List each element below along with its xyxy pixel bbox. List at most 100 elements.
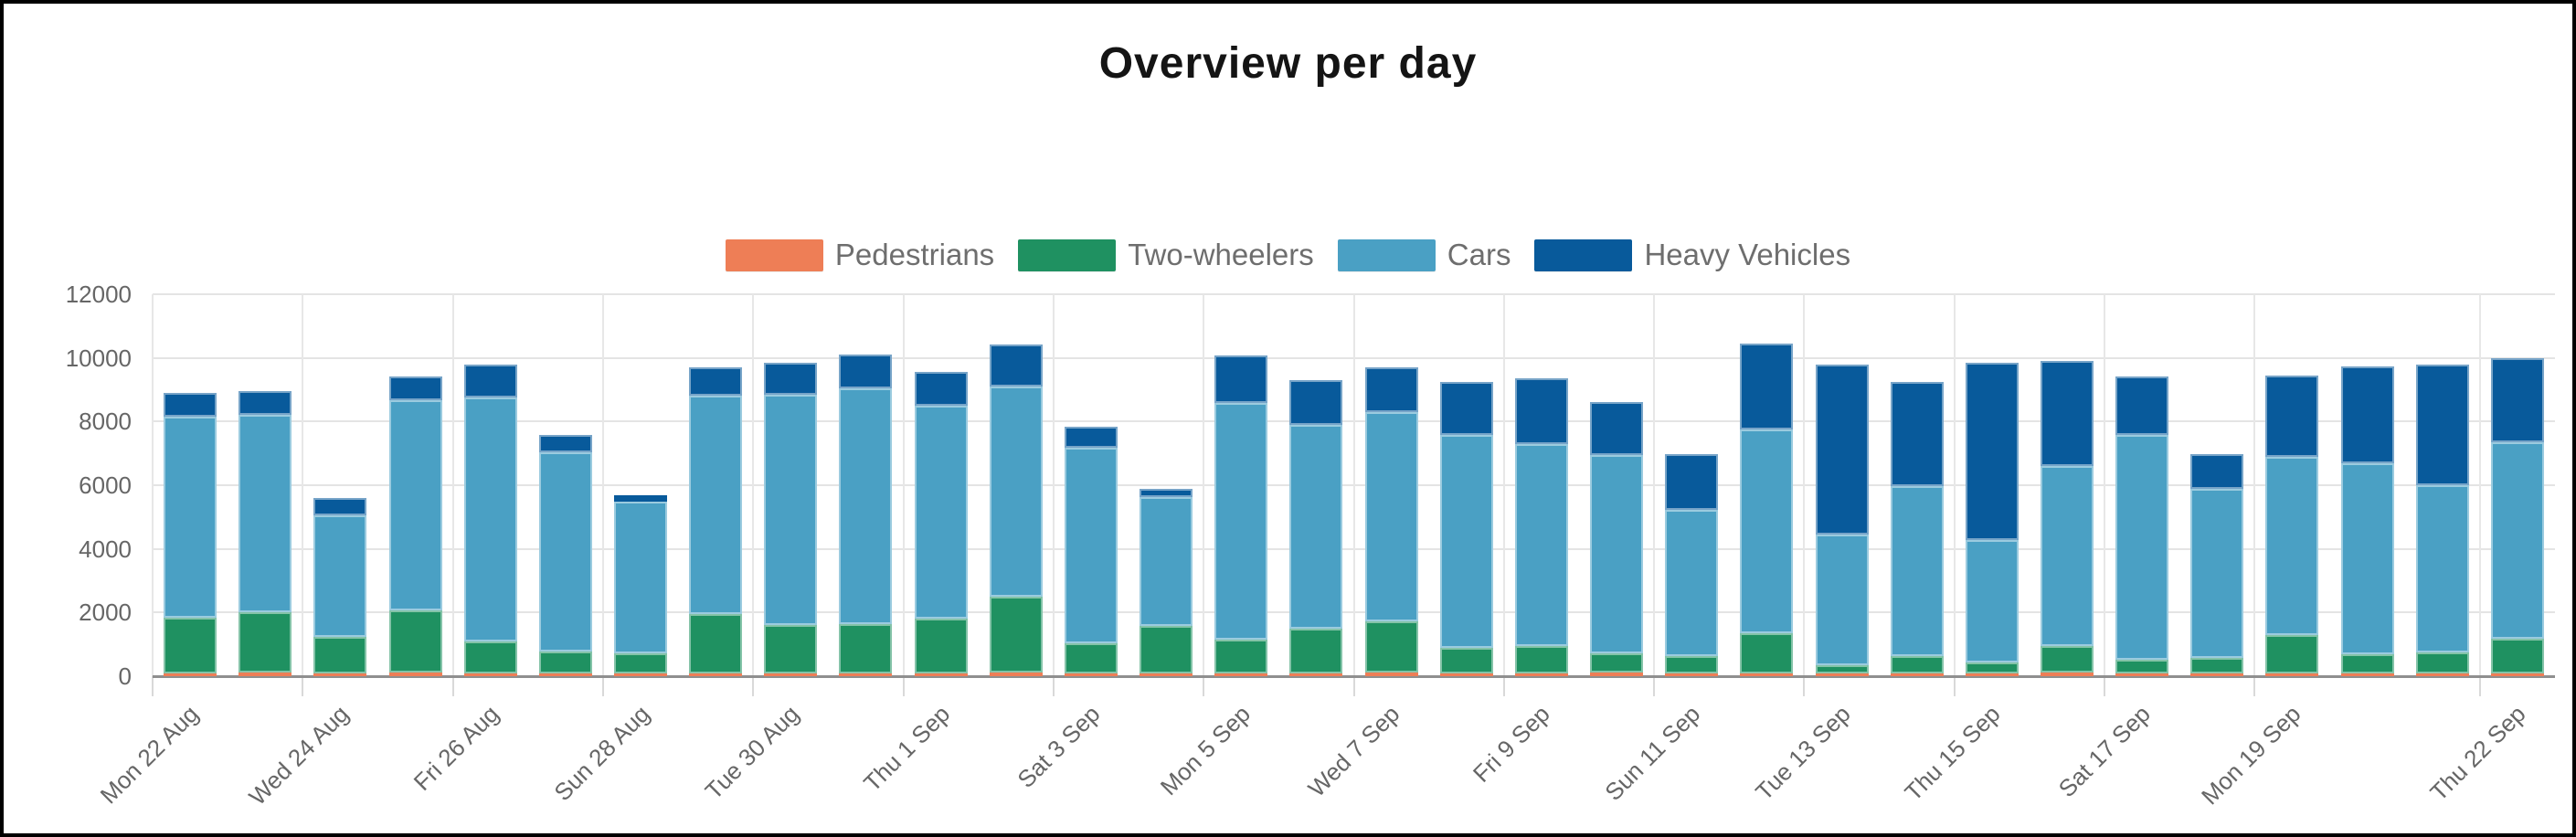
- bar-segment-two-wheelers[interactable]: [2115, 659, 2168, 674]
- bar-segment-cars[interactable]: [1515, 443, 1568, 646]
- bar-segment-pedestrians[interactable]: [1740, 673, 1793, 676]
- bar-segment-cars[interactable]: [389, 400, 442, 611]
- bar-segment-heavy-vehicles[interactable]: [2416, 364, 2469, 485]
- bar-segment-pedestrians[interactable]: [1891, 673, 1944, 676]
- bar-segment-two-wheelers[interactable]: [1365, 621, 1418, 673]
- bar-segment-two-wheelers[interactable]: [1065, 643, 1118, 674]
- bar-segment-cars[interactable]: [1289, 425, 1342, 630]
- bar-segment-pedestrians[interactable]: [464, 673, 517, 676]
- bar-segment-heavy-vehicles[interactable]: [1214, 355, 1267, 403]
- bar-segment-pedestrians[interactable]: [1140, 673, 1193, 676]
- bar-segment-two-wheelers[interactable]: [389, 610, 442, 673]
- bar-segment-heavy-vehicles[interactable]: [164, 392, 217, 418]
- bar-segment-pedestrians[interactable]: [313, 673, 366, 676]
- bar-segment-cars[interactable]: [2115, 434, 2168, 660]
- bar-segment-cars[interactable]: [2341, 462, 2394, 654]
- bar-segment-cars[interactable]: [1665, 509, 1718, 657]
- bar-segment-cars[interactable]: [614, 502, 667, 653]
- bar-segment-two-wheelers[interactable]: [464, 641, 517, 673]
- bar-segment-heavy-vehicles[interactable]: [764, 362, 817, 395]
- bar-segment-cars[interactable]: [1365, 411, 1418, 622]
- bar-segment-cars[interactable]: [2416, 485, 2469, 652]
- bar-segment-two-wheelers[interactable]: [1891, 656, 1944, 674]
- bar-segment-two-wheelers[interactable]: [689, 614, 742, 673]
- bar-segment-cars[interactable]: [164, 417, 217, 618]
- bar-segment-heavy-vehicles[interactable]: [1966, 363, 2019, 540]
- bar-segment-heavy-vehicles[interactable]: [1515, 378, 1568, 444]
- bar-segment-cars[interactable]: [239, 415, 292, 612]
- legend-item-pedestrians[interactable]: Pedestrians: [725, 238, 994, 272]
- bar-segment-heavy-vehicles[interactable]: [1365, 366, 1418, 412]
- bar-segment-heavy-vehicles[interactable]: [839, 355, 892, 388]
- bar-segment-two-wheelers[interactable]: [990, 596, 1043, 673]
- bar-segment-cars[interactable]: [313, 515, 366, 637]
- bar-segment-heavy-vehicles[interactable]: [2265, 376, 2318, 457]
- bar-segment-cars[interactable]: [1065, 447, 1118, 644]
- bar-segment-pedestrians[interactable]: [539, 673, 592, 676]
- bar-segment-heavy-vehicles[interactable]: [2341, 366, 2394, 463]
- bar-segment-cars[interactable]: [1214, 402, 1267, 641]
- bar-segment-two-wheelers[interactable]: [915, 619, 968, 673]
- bar-segment-cars[interactable]: [1966, 539, 2019, 662]
- bar-segment-cars[interactable]: [1816, 535, 1869, 666]
- bar-segment-two-wheelers[interactable]: [764, 625, 817, 673]
- bar-segment-pedestrians[interactable]: [1440, 673, 1493, 676]
- bar-segment-pedestrians[interactable]: [1214, 673, 1267, 676]
- bar-segment-pedestrians[interactable]: [2041, 673, 2094, 676]
- bar-segment-heavy-vehicles[interactable]: [1816, 364, 1869, 535]
- bar-segment-heavy-vehicles[interactable]: [1065, 427, 1118, 448]
- bar-segment-cars[interactable]: [1891, 485, 1944, 657]
- bar-segment-heavy-vehicles[interactable]: [464, 364, 517, 398]
- legend-item-two-wheelers[interactable]: Two-wheelers: [1018, 238, 1314, 272]
- bar-segment-heavy-vehicles[interactable]: [2115, 376, 2168, 435]
- bar-segment-two-wheelers[interactable]: [1590, 653, 1643, 673]
- bar-segment-pedestrians[interactable]: [1966, 673, 2019, 676]
- bar-segment-cars[interactable]: [2265, 456, 2318, 636]
- bar-segment-pedestrians[interactable]: [164, 673, 217, 676]
- bar-segment-pedestrians[interactable]: [2190, 673, 2243, 676]
- bar-segment-heavy-vehicles[interactable]: [1140, 489, 1193, 497]
- bar-segment-heavy-vehicles[interactable]: [2491, 358, 2544, 443]
- bar-segment-pedestrians[interactable]: [614, 673, 667, 676]
- bar-segment-pedestrians[interactable]: [1289, 673, 1342, 676]
- bar-segment-heavy-vehicles[interactable]: [1590, 402, 1643, 455]
- bar-segment-pedestrians[interactable]: [1816, 673, 1869, 676]
- bar-segment-cars[interactable]: [2190, 489, 2243, 658]
- bar-segment-cars[interactable]: [1440, 434, 1493, 649]
- bar-segment-cars[interactable]: [464, 397, 517, 641]
- bar-segment-two-wheelers[interactable]: [1816, 665, 1869, 673]
- bar-segment-pedestrians[interactable]: [2115, 673, 2168, 676]
- bar-segment-cars[interactable]: [839, 387, 892, 624]
- bar-segment-heavy-vehicles[interactable]: [614, 495, 667, 503]
- bar-segment-two-wheelers[interactable]: [2265, 635, 2318, 673]
- bar-segment-two-wheelers[interactable]: [2190, 657, 2243, 674]
- bar-segment-heavy-vehicles[interactable]: [239, 390, 292, 416]
- bar-segment-pedestrians[interactable]: [1590, 673, 1643, 676]
- bar-segment-heavy-vehicles[interactable]: [389, 376, 442, 401]
- bar-segment-cars[interactable]: [689, 396, 742, 615]
- bar-segment-two-wheelers[interactable]: [1140, 625, 1193, 674]
- bar-segment-heavy-vehicles[interactable]: [1740, 344, 1793, 430]
- bar-segment-pedestrians[interactable]: [389, 673, 442, 676]
- bar-segment-cars[interactable]: [539, 452, 592, 652]
- bar-segment-heavy-vehicles[interactable]: [990, 344, 1043, 387]
- bar-segment-two-wheelers[interactable]: [164, 617, 217, 673]
- bar-segment-heavy-vehicles[interactable]: [313, 498, 366, 516]
- bar-segment-two-wheelers[interactable]: [1665, 656, 1718, 674]
- bar-segment-two-wheelers[interactable]: [614, 652, 667, 674]
- bar-segment-heavy-vehicles[interactable]: [1891, 382, 1944, 486]
- bar-segment-cars[interactable]: [915, 405, 968, 620]
- bar-segment-pedestrians[interactable]: [1665, 673, 1718, 676]
- bar-segment-pedestrians[interactable]: [915, 673, 968, 676]
- bar-segment-two-wheelers[interactable]: [2341, 653, 2394, 673]
- bar-segment-two-wheelers[interactable]: [539, 651, 592, 674]
- bar-segment-two-wheelers[interactable]: [2491, 638, 2544, 673]
- bar-segment-pedestrians[interactable]: [1365, 673, 1418, 676]
- bar-segment-heavy-vehicles[interactable]: [1440, 382, 1493, 435]
- bar-segment-pedestrians[interactable]: [990, 673, 1043, 676]
- bar-segment-cars[interactable]: [1590, 454, 1643, 654]
- bar-segment-two-wheelers[interactable]: [239, 611, 292, 673]
- bar-segment-two-wheelers[interactable]: [1440, 648, 1493, 674]
- bar-segment-cars[interactable]: [1140, 496, 1193, 626]
- bar-segment-pedestrians[interactable]: [1065, 673, 1118, 676]
